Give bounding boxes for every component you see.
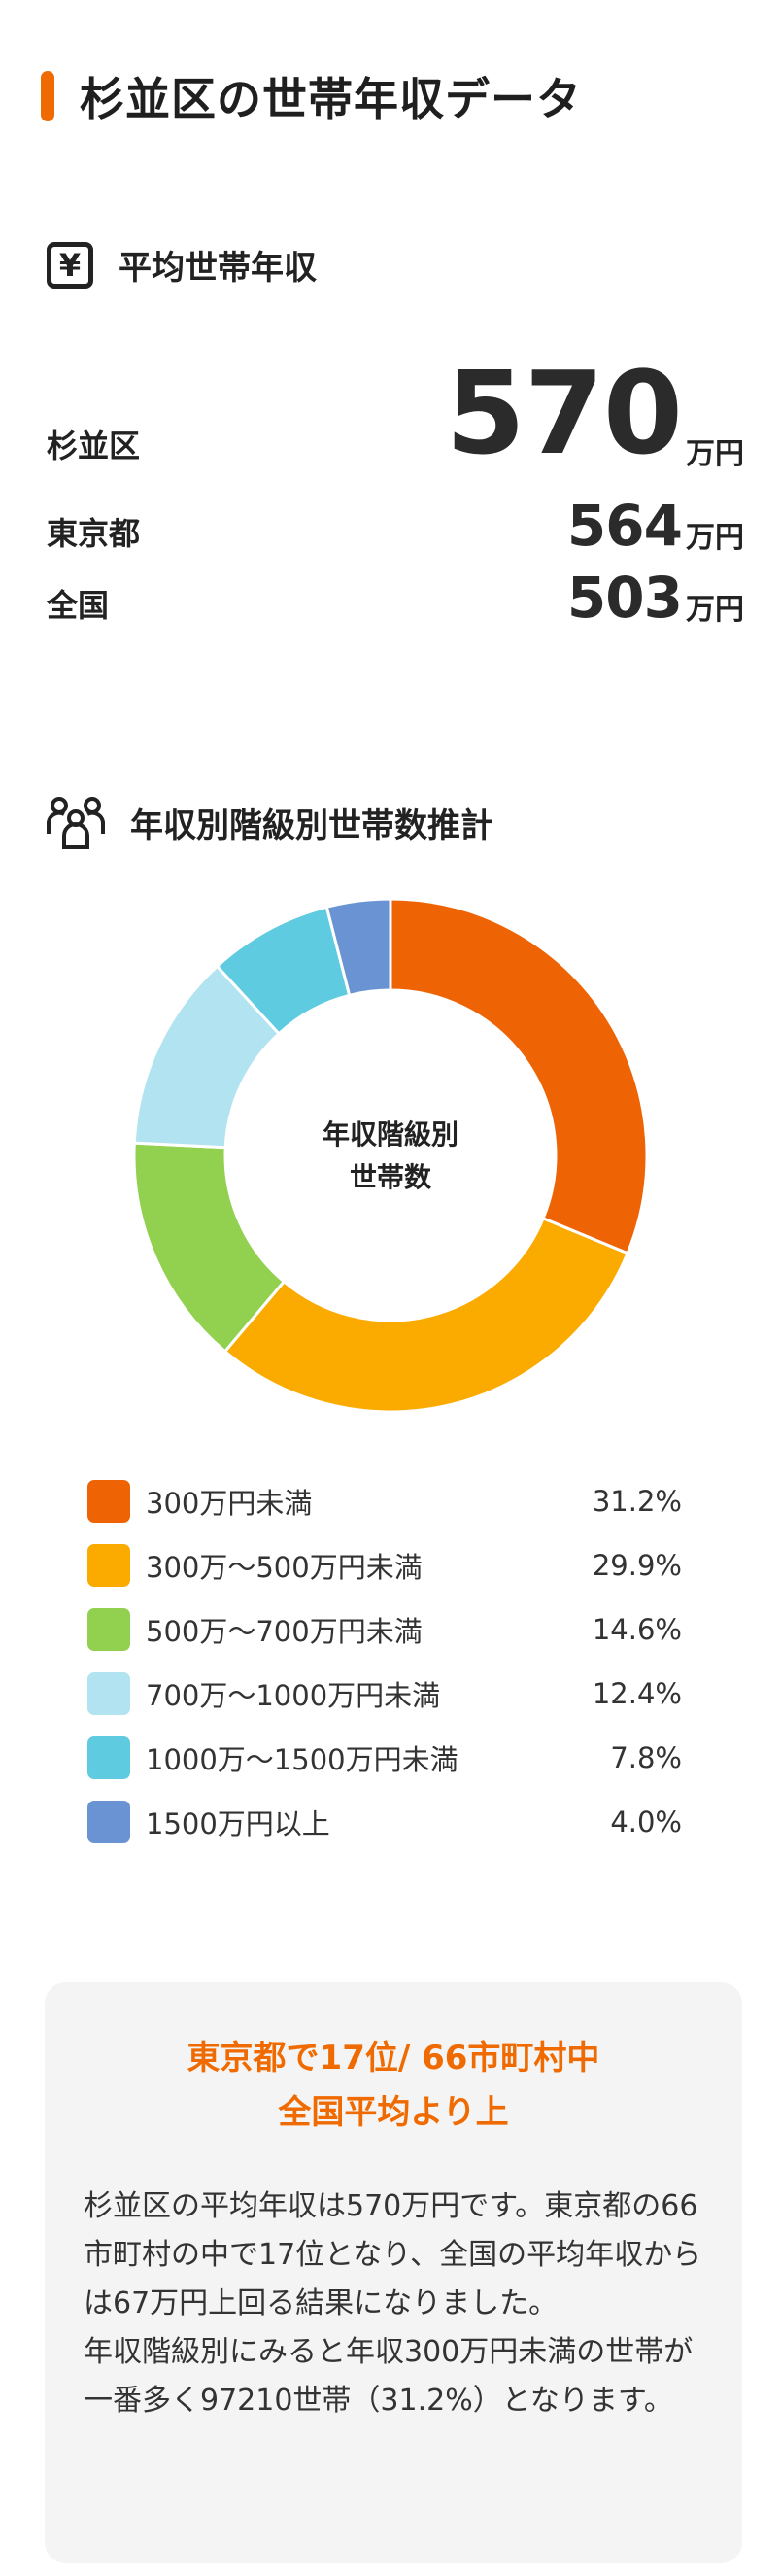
- stat-row-tokyo: 東京都 564 万円: [47, 498, 744, 554]
- legend-value: 4.0%: [610, 1805, 682, 1838]
- summary-paragraph: 年収階級別にみると年収300万円未満の世帯が一番多く97210世帯（31.2%）…: [84, 2335, 694, 2418]
- legend-label: 1000万〜1500万円未満: [146, 1743, 458, 1776]
- avg-income-title: 平均世帯年収: [119, 249, 317, 288]
- title-accent-bar: [41, 71, 54, 121]
- distribution-title: 年収別階級別世帯数推計: [130, 806, 493, 845]
- donut-slice-1: [389, 899, 647, 1255]
- summary-headline: 東京都で17位/ 66市町村中 全国平均より上: [45, 2031, 742, 2140]
- legend-item: 1500万円以上 4.0%: [87, 1790, 682, 1854]
- page-title: 杉並区の世帯年収データ: [80, 73, 582, 125]
- legend-value: 29.9%: [592, 1549, 682, 1582]
- legend-label: 300万円未満: [146, 1487, 313, 1520]
- donut-center-label-line1: 年収階級別: [323, 1118, 458, 1151]
- legend-item: 500万〜700万円未満 14.6%: [87, 1597, 682, 1662]
- stat-row-national: 全国 503 万円: [47, 569, 744, 626]
- summary-paragraph: 杉並区の平均年収は570万円です。東京都の66市町村の中で17位となり、全国の平…: [84, 2189, 702, 2320]
- stat-value: 570: [445, 346, 683, 480]
- stat-unit: 万円: [686, 437, 744, 471]
- legend-value: 7.8%: [610, 1741, 682, 1774]
- stat-value: 564: [566, 493, 683, 559]
- yen-icon: ¥: [47, 241, 93, 289]
- avg-income-heading: ¥ 平均世帯年収: [47, 241, 317, 289]
- stat-row-suginami: 杉並区 570 万円: [47, 356, 744, 470]
- chart-legend: 300万円未満 31.2% 300万〜500万円未満 29.9% 500万〜700万円未…: [87, 1469, 682, 1854]
- summary-headline-line1: 東京都で17位/ 66市町村中: [187, 2039, 600, 2078]
- legend-item: 1000万〜1500万円未満 7.8%: [87, 1726, 682, 1790]
- legend-swatch: [87, 1480, 130, 1523]
- legend-swatch: [87, 1544, 130, 1587]
- legend-label: 700万〜1000万円未満: [146, 1679, 441, 1712]
- legend-swatch: [87, 1801, 130, 1843]
- summary-headline-line2: 全国平均より上: [278, 2093, 509, 2132]
- donut-center-label-line2: 世帯数: [350, 1161, 432, 1193]
- stat-name: 全国: [47, 587, 110, 624]
- page-header: 杉並区の世帯年収データ: [41, 62, 582, 130]
- legend-value: 12.4%: [592, 1677, 682, 1710]
- legend-label: 1500万円以上: [146, 1807, 330, 1840]
- legend-swatch: [87, 1672, 130, 1715]
- legend-item: 300万〜500万円未満 29.9%: [87, 1533, 682, 1597]
- legend-value: 14.6%: [592, 1613, 682, 1646]
- legend-swatch: [87, 1736, 130, 1779]
- donut-slice-2: [222, 1216, 629, 1412]
- legend-value: 31.2%: [592, 1485, 682, 1518]
- summary-card: 東京都で17位/ 66市町村中 全国平均より上 杉並区の平均年収は570万円です…: [45, 1982, 742, 2563]
- donut-slice-6: [324, 899, 392, 998]
- legend-swatch: [87, 1608, 130, 1651]
- stat-unit: 万円: [686, 521, 744, 555]
- summary-body: 杉並区の平均年収は570万円です。東京都の66市町村の中で17位となり、全国の平…: [84, 2182, 705, 2425]
- people-group-icon: [47, 797, 105, 849]
- stat-name: 杉並区: [47, 428, 141, 464]
- legend-item: 300万円未満 31.2%: [87, 1469, 682, 1533]
- income-donut-chart: 年収階級別 世帯数: [134, 899, 647, 1412]
- legend-item: 700万〜1000万円未満 12.4%: [87, 1662, 682, 1726]
- stat-value: 503: [566, 565, 683, 631]
- stat-name: 東京都: [47, 515, 141, 552]
- legend-label: 500万〜700万円未満: [146, 1615, 423, 1648]
- stat-unit: 万円: [686, 593, 744, 627]
- legend-label: 300万〜500万円未満: [146, 1551, 423, 1584]
- distribution-heading: 年収別階級別世帯数推計: [47, 795, 493, 849]
